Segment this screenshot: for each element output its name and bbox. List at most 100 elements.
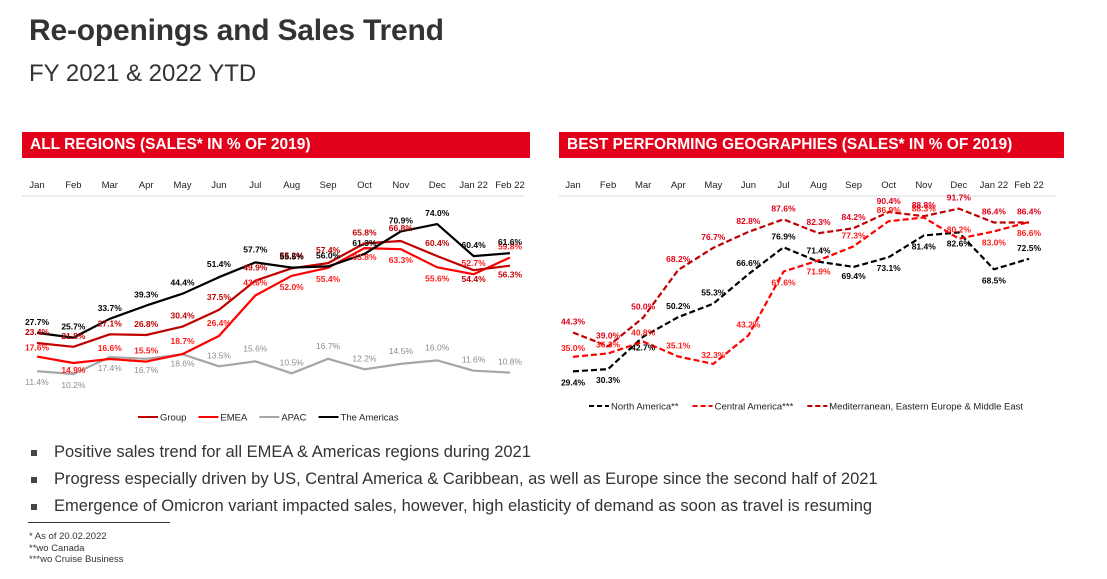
footnotes: * As of 20.02.2022 **wo Canada ***wo Cru… [29,531,124,566]
legend-label: EMEA [220,413,248,424]
x-tick-label: Oct [357,180,372,191]
x-tick-label: Apr [671,180,686,191]
all-regions-chart-header: ALL REGIONS (SALES* IN % OF 2019) [22,132,530,158]
x-tick-label: Jan [565,180,580,191]
data-label: 55.3% [701,288,726,298]
x-tick-label: Jun [741,180,756,191]
data-label: 14.5% [389,346,414,356]
x-tick-label: Dec [950,180,967,191]
series-line-central-america [572,216,1030,365]
data-label: 76.9% [771,231,796,241]
legend-label: Central America*** [715,402,794,413]
data-label: 82.6% [947,238,972,248]
data-label: 86.6% [1017,228,1042,238]
data-label: 69.4% [842,271,867,281]
data-label: 60.4% [462,240,487,250]
series-line-group [36,239,511,348]
data-label: 43.2% [736,319,761,329]
x-tick-label: Mar [635,180,651,191]
x-tick-label: Jul [777,180,789,191]
bullet-item: Progress especially driven by US, Centra… [28,466,878,493]
data-label: 18.7% [170,336,195,346]
x-tick-label: Mar [102,180,118,191]
x-tick-label: Feb [65,180,81,191]
data-label: 77.3% [842,230,867,240]
x-tick-label: Sep [845,180,862,191]
data-label: 70.9% [389,215,414,225]
data-label: 27.1% [98,318,123,328]
data-label: 18.6% [170,358,195,368]
data-label: 51.4% [207,259,232,269]
x-tick-label: Apr [139,180,154,191]
chart-legend: Group EMEA APAC The Americas [138,413,399,424]
data-label: 27.7% [25,317,50,327]
series-line-emea [36,246,511,365]
data-label: 35.0% [561,343,586,353]
data-label: 87.6% [771,203,796,213]
data-label: 86.4% [982,206,1007,216]
data-label: 10.8% [498,357,523,367]
data-label: 12.2% [352,353,377,363]
series-line-mediterranean-eastern-europe-middle-east [572,207,1029,348]
data-label: 21.8% [61,331,86,341]
data-label: 59.8% [498,241,523,251]
all-regions-line-chart: Jan Feb Mar Apr May Jun Jul Aug Sep Oct Nov Dec Jan … [22,180,525,424]
data-label: 17.6% [25,343,50,353]
data-label: 71.9% [806,266,831,276]
bullet-square-icon [31,449,37,456]
footnote-divider [28,522,170,523]
x-tick-label: Jan 22 [980,180,1009,191]
data-label: 81.4% [912,242,937,252]
x-tick-label: Feb 22 [1014,180,1044,191]
data-label: 50.0% [631,302,656,312]
footnote: **wo Canada [29,542,85,554]
data-label: 16.0% [425,342,450,352]
legend-label: APAC [281,413,306,424]
data-label: 57.7% [243,244,268,254]
data-label: 52.0% [280,282,305,292]
legend-label: Mediterranean, Eastern Europe & Middle E… [829,402,1023,413]
data-label: 44.3% [561,316,586,326]
data-label: 23.4% [25,327,50,337]
x-tick-label: Aug [283,180,300,191]
data-label: 61.6% [498,237,523,247]
data-label: 76.7% [701,232,726,242]
x-tick-label: May [704,180,722,191]
data-label: 30.4% [170,311,195,321]
legend-label: Group [160,413,186,424]
data-label: 72.5% [1017,243,1042,253]
data-label: 54.4% [462,274,487,284]
data-label: 10.2% [61,380,86,390]
x-tick-label: Dec [429,180,446,191]
data-label: 71.4% [806,246,831,256]
data-label: 16.6% [98,343,123,353]
data-label: 49.9% [243,263,268,273]
bullet-item: Emergence of Omicron variant impacted sa… [28,493,878,520]
x-tick-label: Nov [392,180,409,191]
data-label: 50.2% [666,301,691,311]
data-label: 33.7% [98,303,123,313]
data-label: 39.0% [596,330,621,340]
series-line-the-americas [36,222,511,339]
data-label: 17.4% [98,363,123,373]
data-label: 35.1% [666,341,691,351]
data-label: 80.2% [947,225,972,235]
footnote: ***wo Cruise Business [29,554,124,565]
data-label: 29.4% [561,377,586,387]
x-tick-label: Aug [810,180,827,191]
chart-legend: North America** Central America*** Mediter… [589,402,1023,413]
data-label: 16.7% [134,365,159,375]
data-label: 16.7% [316,341,341,351]
x-tick-label: May [174,180,192,191]
x-tick-label: Feb 22 [495,180,525,191]
x-tick-label: Nov [915,180,932,191]
data-label: 82.3% [806,217,831,227]
x-tick-label: Jan 22 [459,180,488,191]
data-label: 68.5% [982,275,1007,285]
bullet-text: Progress especially driven by US, Centra… [54,470,878,488]
data-label: 30.3% [596,375,621,385]
data-label: 36.3% [596,339,621,349]
bullet-square-icon [31,503,37,510]
data-label: 52.7% [462,258,487,268]
x-tick-label: Sep [320,180,337,191]
